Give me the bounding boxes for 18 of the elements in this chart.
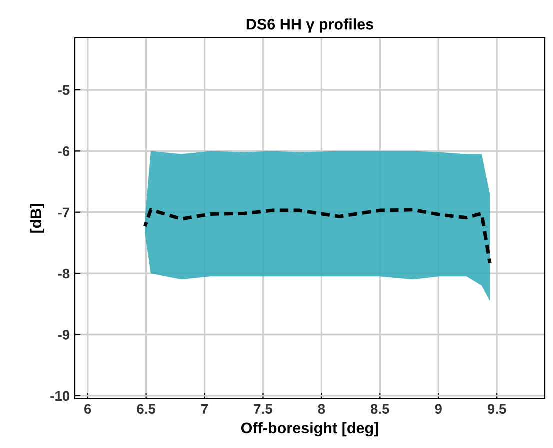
x-axis-title: Off-boresight [deg]	[241, 422, 378, 437]
x-tick-label: 7.5	[254, 404, 272, 414]
x-tick-label: 8	[318, 404, 326, 414]
y-tick-label: -5	[58, 85, 70, 96]
chart-title: DS6 HH γ profiles	[246, 18, 374, 33]
y-tick-label: -9	[58, 330, 70, 340]
x-tick-label: 6	[84, 404, 92, 414]
y-tick-label: -7	[58, 208, 70, 218]
line-series	[143, 208, 492, 265]
y-tick-label: -10	[50, 391, 70, 402]
x-tick-label: 9.5	[488, 404, 506, 414]
x-tick-label: 9	[435, 404, 442, 414]
y-axis-title: [dB]	[30, 204, 45, 233]
x-tick-label: 6.5	[137, 404, 156, 414]
y-tick-label: -6	[58, 146, 70, 156]
x-tick-label: 8.5	[370, 404, 390, 414]
y-tick-label: -8	[58, 268, 70, 279]
x-tick-label: 7	[202, 404, 208, 414]
